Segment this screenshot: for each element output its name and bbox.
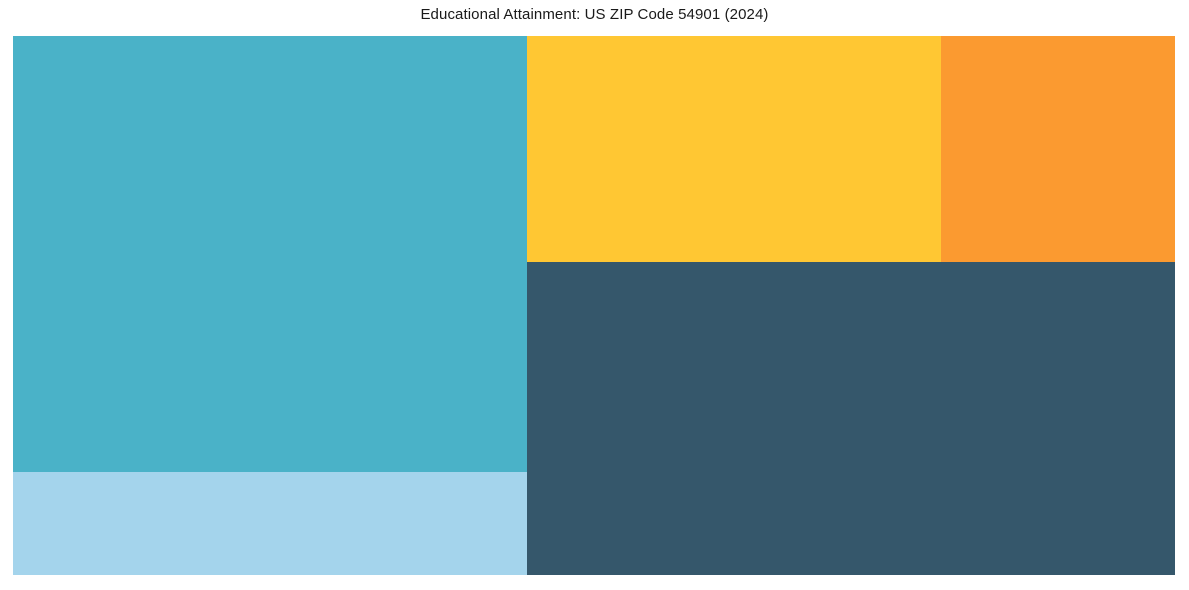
- treemap-plot-area: Some college or associate degree High sch…: [13, 36, 1175, 575]
- tile-high-school[interactable]: High school graduate: [527, 262, 1175, 575]
- treemap-tile-label: Some college or associate degree: [13, 36, 527, 58]
- tile-some-college[interactable]: Some college or associate degree: [13, 36, 527, 472]
- treemap-tile-label: High school graduate: [527, 262, 1175, 284]
- chart-title: Educational Attainment: US ZIP Code 5490…: [420, 6, 769, 23]
- tile-graduate-degree[interactable]: Graduate or professional degree: [941, 36, 1175, 262]
- tile-bachelors[interactable]: Bachelor's degree: [527, 36, 941, 262]
- treemap-tile-label: Less than high school: [13, 472, 527, 494]
- tile-less-than-high-school[interactable]: Less than high school: [13, 472, 527, 575]
- treemap-tile-label: Bachelor's degree: [527, 36, 941, 58]
- treemap-tile-label: Graduate or professional degree: [941, 36, 1175, 58]
